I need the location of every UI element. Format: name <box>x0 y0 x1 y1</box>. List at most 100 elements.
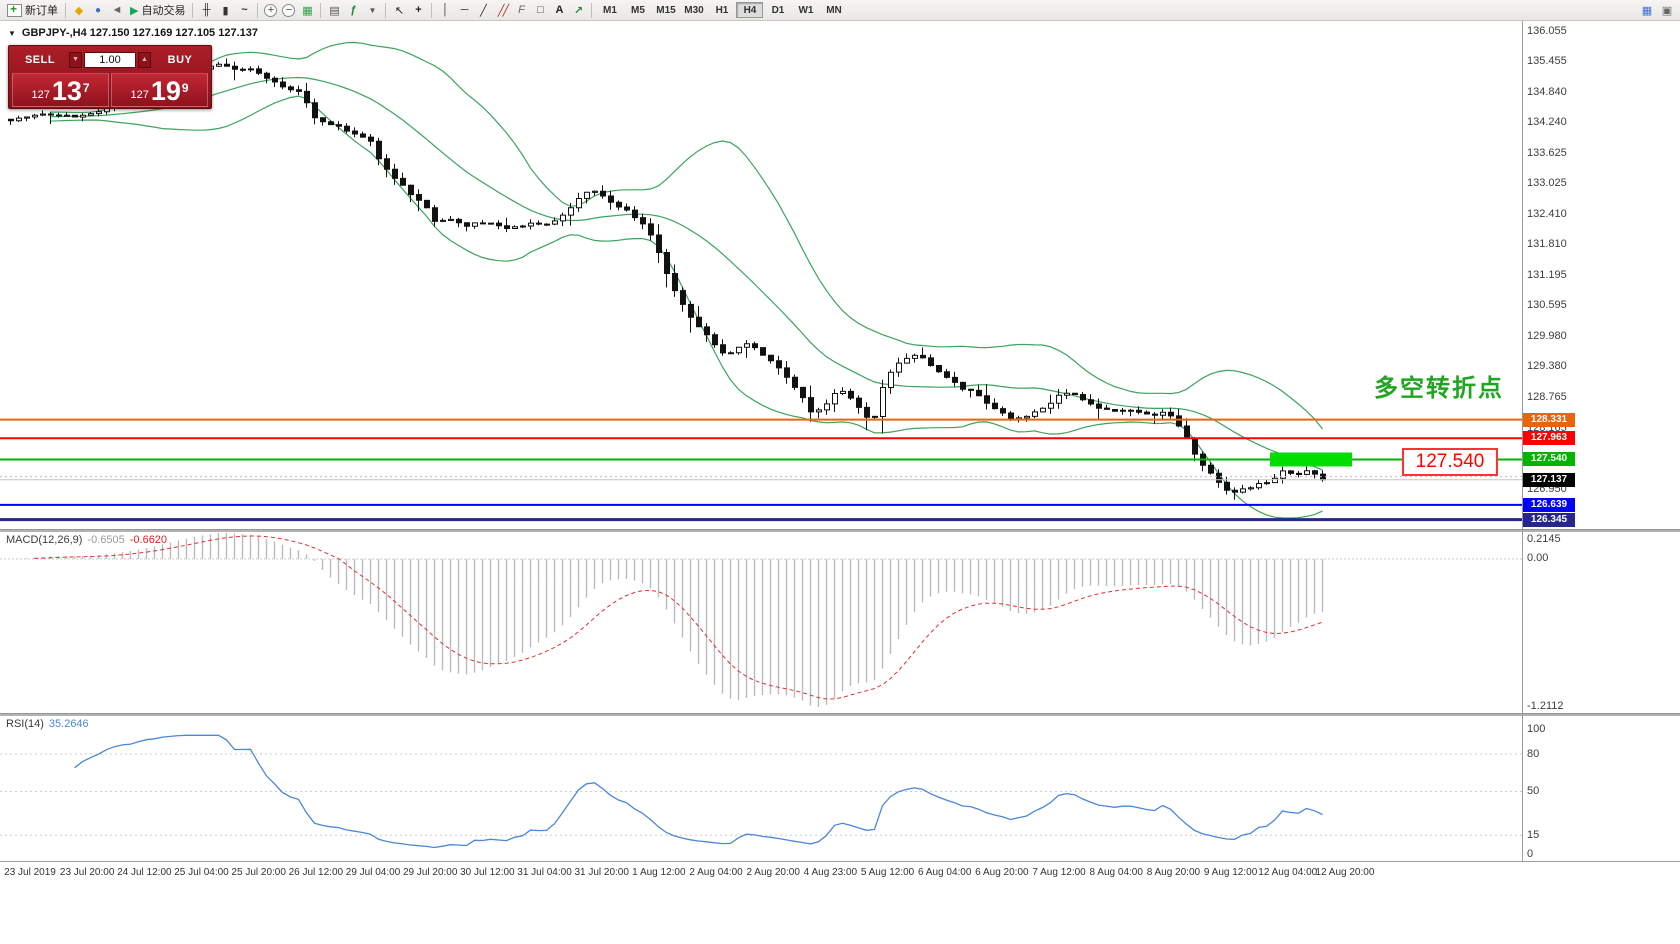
new-order-label: 新订单 <box>25 5 58 17</box>
timeframe-mn[interactable]: MN <box>826 4 842 16</box>
time-axis-label: 9 Aug 12:00 <box>1203 867 1258 878</box>
timeframe-m15[interactable]: M15 <box>656 4 676 16</box>
shapes-tool-icon[interactable] <box>531 2 549 19</box>
buy-price-fraction: 9 <box>181 81 189 95</box>
toolbar-separator <box>320 2 322 18</box>
buy-button[interactable]: 127 19 9 <box>111 73 208 107</box>
time-axis-label: 2 Aug 20:00 <box>746 867 800 878</box>
timeframe-m1[interactable]: M1 <box>603 4 617 16</box>
line-chart-icon[interactable] <box>235 2 253 19</box>
macd-window-separator[interactable] <box>0 529 1680 532</box>
one-click-toggle-icon[interactable]: ▼ <box>8 28 16 38</box>
channel-tool-icon[interactable] <box>493 2 511 19</box>
time-axis-label: 1 Aug 12:00 <box>632 867 686 878</box>
candlestick-chart-icon[interactable] <box>216 2 234 19</box>
time-axis-label: 26 Jul 12:00 <box>288 867 344 878</box>
price-tag-127.963: 127.963 <box>1523 431 1575 446</box>
zoom-out-icon[interactable] <box>282 3 296 17</box>
rsi-line <box>74 734 1323 849</box>
price-axis-label: 128.165 <box>1527 421 1567 434</box>
tile-windows-icon[interactable] <box>325 2 343 19</box>
rsi-indicator-label: RSI(14) 35.2646 <box>6 718 89 730</box>
bar-chart-icon[interactable] <box>197 2 215 19</box>
macd-main-value: -0.6505 <box>87 534 125 546</box>
rsi-axis-label: 15 <box>1527 828 1540 841</box>
time-axis-label: 24 Jul 12:00 <box>117 867 172 878</box>
navigator-icon[interactable] <box>89 2 107 19</box>
time-axis-label: 4 Aug 23:00 <box>803 867 858 878</box>
time-axis-label: 6 Aug 04:00 <box>918 867 972 878</box>
new-order-button[interactable]: 新订单 <box>4 2 61 19</box>
time-axis-label: 2 Aug 04:00 <box>689 867 743 878</box>
rsi-window-separator[interactable] <box>0 713 1680 716</box>
indicators-icon[interactable] <box>344 2 362 19</box>
price-axis-label: 129.980 <box>1527 330 1567 343</box>
rsi-axis-label: 50 <box>1527 785 1540 797</box>
arrow-tool-icon[interactable] <box>569 2 587 19</box>
autotrading-play-icon <box>130 4 138 17</box>
sell-button[interactable]: 127 13 7 <box>12 73 109 107</box>
new-chart-icon[interactable] <box>1638 2 1656 19</box>
price-axis-label: 133.625 <box>1527 146 1567 159</box>
one-click-trading-panel: SELL ▼ ▲ BUY 127 13 7 127 19 9 <box>8 45 212 109</box>
price-axis-label: 126.335 <box>1527 513 1567 526</box>
time-axis-label: 25 Jul 04:00 <box>174 867 229 878</box>
macd-signal-line <box>34 535 1323 700</box>
toolbar-separator <box>591 2 593 18</box>
history-center-icon[interactable] <box>70 2 88 19</box>
price-axis-label: 133.025 <box>1527 176 1567 189</box>
timeframe-m30[interactable]: M30 <box>684 4 704 16</box>
grid-icon[interactable] <box>298 2 316 19</box>
timeframe-m5[interactable]: M5 <box>631 4 645 16</box>
macd-name: MACD(12,26,9) <box>6 534 83 546</box>
horizontal-line-tool-icon[interactable] <box>455 2 473 19</box>
macd-chart-canvas[interactable] <box>0 531 1522 713</box>
macd-signal-value: -0.6620 <box>129 534 168 546</box>
price-axis-label: 132.410 <box>1527 207 1567 220</box>
trendline-tool-icon[interactable] <box>474 2 492 19</box>
sell-price-fraction: 7 <box>82 81 90 95</box>
macd-axis-label: 0.00 <box>1527 552 1549 564</box>
price-scale-border <box>1522 21 1523 861</box>
rsi-axis-label: 100 <box>1527 722 1546 735</box>
toolbar-separator <box>192 2 194 18</box>
sell-label: SELL <box>24 53 56 66</box>
alerts-icon[interactable] <box>108 2 126 19</box>
time-scale[interactable]: 23 Jul 2019 23 Jul 20:00 24 Jul 12:00 25 Ju… <box>0 861 1680 944</box>
autotrading-button[interactable]: 自动交易 <box>127 2 188 19</box>
bollinger-upper-band <box>50 41 1323 430</box>
cursor-tool-icon[interactable] <box>390 2 408 19</box>
timeframe-w1[interactable]: W1 <box>798 4 814 16</box>
text-tool-icon[interactable] <box>550 2 568 19</box>
price-axis-label: 127.550 <box>1527 452 1567 465</box>
volume-down-button[interactable]: ▼ <box>69 51 82 68</box>
macd-histogram <box>17 533 1324 707</box>
rsi-axis-label: 80 <box>1527 747 1540 760</box>
fibonacci-tool-icon[interactable] <box>512 2 530 19</box>
rsi-chart-canvas[interactable] <box>0 715 1522 861</box>
volume-up-button[interactable]: ▲ <box>138 51 151 68</box>
timeframe-h1[interactable]: H1 <box>715 4 729 16</box>
sell-price-base: 127 <box>31 89 50 101</box>
macd-axis-label: -1.2112 <box>1527 700 1564 712</box>
turning-point-annotation[interactable]: 多空转折点 <box>1374 375 1504 402</box>
timeframe-h4[interactable]: H4 <box>736 2 764 18</box>
price-callout-box[interactable]: 127.540 <box>1402 448 1498 476</box>
timeframe-d1[interactable]: D1 <box>771 4 785 16</box>
time-axis-label: 7 Aug 12:00 <box>1032 867 1086 878</box>
templates-icon[interactable] <box>363 2 381 19</box>
zoom-in-icon[interactable] <box>264 3 278 17</box>
rsi-axis-label: 0 <box>1527 847 1534 860</box>
buy-price-pips: 19 <box>150 76 181 106</box>
toolbar-separator <box>257 2 259 18</box>
macd-axis-label: 0.2145 <box>1527 533 1561 545</box>
new-order-icon <box>7 2 22 17</box>
window-arrange-icon[interactable] <box>1658 2 1676 19</box>
volume-input[interactable] <box>84 51 136 68</box>
price-chart-canvas[interactable] <box>0 21 1522 529</box>
highlight-rectangle[interactable] <box>1270 452 1352 467</box>
price-axis-label: 134.240 <box>1527 115 1567 128</box>
vertical-line-tool-icon[interactable] <box>436 2 454 19</box>
price-axis-label: 134.840 <box>1527 85 1567 98</box>
crosshair-tool-icon[interactable] <box>409 2 427 19</box>
